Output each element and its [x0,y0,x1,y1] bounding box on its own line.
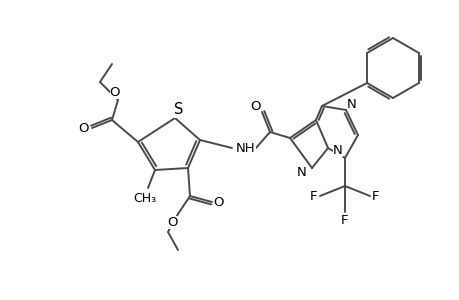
Text: F: F [341,214,348,226]
Text: NH: NH [235,142,255,154]
Text: N: N [332,143,342,157]
Text: N: N [347,98,356,110]
Text: O: O [250,100,261,112]
Text: O: O [168,215,178,229]
Text: F: F [309,190,317,202]
Text: S: S [174,103,183,118]
Text: F: F [371,190,379,202]
Text: O: O [78,122,89,134]
Text: O: O [110,85,120,98]
Text: N: N [297,166,306,178]
Text: O: O [213,196,224,208]
Text: CH₃: CH₃ [133,191,156,205]
